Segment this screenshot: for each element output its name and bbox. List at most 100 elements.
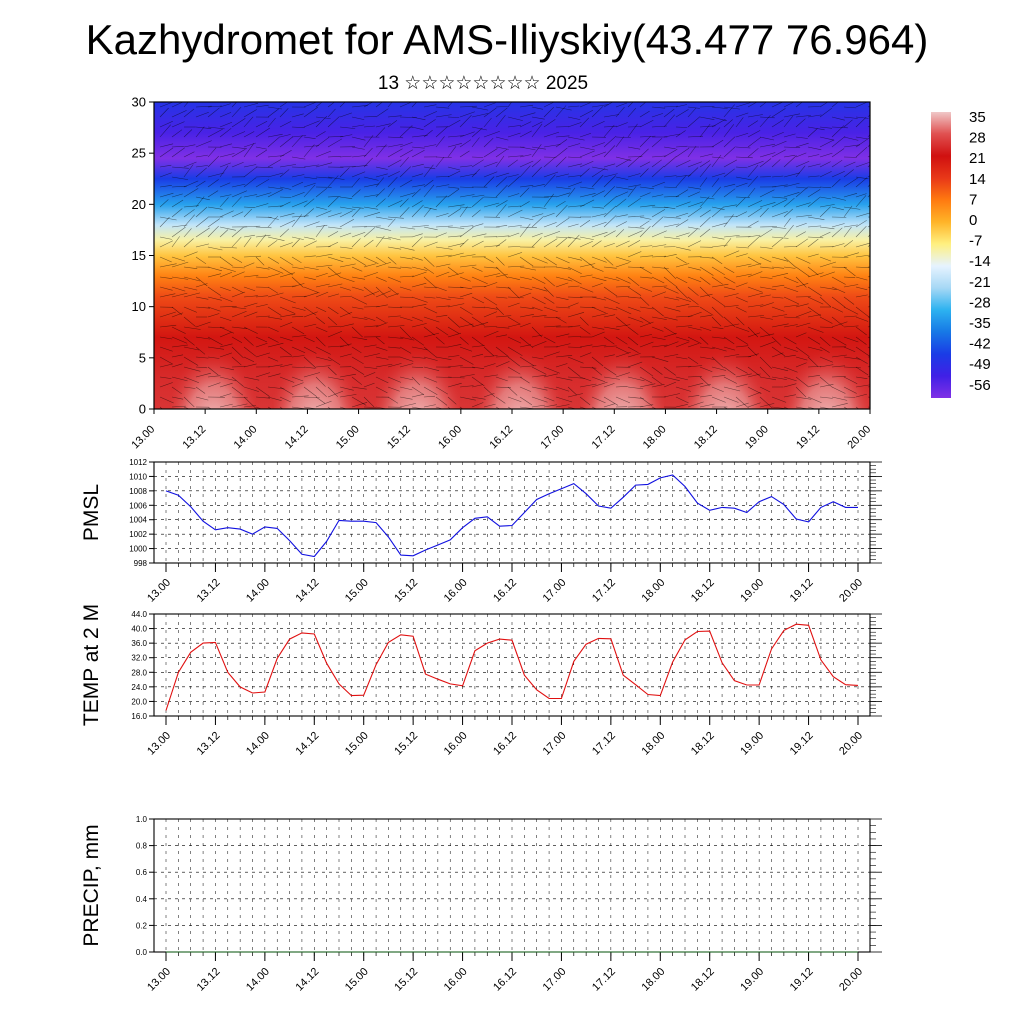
wind-barb [615,346,630,354]
wind-barb [327,386,338,397]
wind-barb [339,112,352,118]
wind-barb [615,158,631,168]
wind-barb [255,315,270,318]
wind-barb [351,124,365,128]
wind-barb [687,342,700,348]
wind-barb [315,264,333,268]
wind-barb [183,108,195,118]
wind-barb [807,356,819,367]
wind-barb [675,130,686,138]
wind-barb [435,271,450,278]
wind-barb [447,188,460,198]
wind-barb [567,366,581,377]
wind-barb [411,282,427,288]
wind-barb [627,185,637,198]
wind-barb [387,376,402,383]
wind-barb [171,193,183,198]
wind-barb [411,102,418,108]
wind-barb [291,156,306,160]
wind-barb [459,406,464,409]
wind-barb [675,366,692,368]
wind-barb [735,253,748,258]
wind-barb [447,116,460,118]
wind-barb [243,386,259,392]
wind-barb [327,266,341,278]
x-tick-label: 15.12 [392,730,420,758]
wind-barb [219,122,233,128]
wind-barb [219,256,233,267]
wind-barb [747,102,758,108]
wind-barb [411,356,426,359]
wind-barb [723,305,739,308]
wind-barb [771,184,788,188]
wind-barb [255,304,268,308]
wind-barb [411,116,426,121]
wind-barb [255,396,271,399]
wind-barb [759,302,774,308]
wind-barb [531,366,547,375]
wind-barb [291,316,304,318]
wind-barb [423,386,438,395]
wind-barb [231,286,244,294]
wind-barb [411,163,424,168]
wind-barb [315,102,323,108]
wind-barb [171,326,186,334]
wind-barb [255,352,270,358]
wind-barb [315,210,332,218]
wind-barb [591,406,598,409]
wind-barb [231,183,246,188]
wind-barb [543,193,554,208]
wind-barb [615,276,631,284]
wind-barb [615,229,625,238]
wind-barb [195,140,212,148]
wind-barb [351,346,362,354]
wind-barb [555,386,570,392]
wind-barb [219,165,229,178]
wind-barb [543,222,557,228]
wind-barb [507,174,519,178]
wind-barb [711,296,726,307]
wind-barb [159,124,171,138]
wind-barb [855,346,870,357]
wind-barb [303,386,317,397]
wind-barb [363,353,380,358]
wind-barb [291,135,307,138]
wind-barb [231,356,242,366]
wind-barb [483,266,499,269]
wind-barb [807,216,825,220]
wind-barb [447,146,457,158]
wind-barb [747,366,761,377]
wind-barb [723,276,736,284]
wind-barb [495,396,506,404]
wind-barb [507,366,521,375]
wind-barb [447,376,465,379]
wind-barb [543,306,558,313]
wind-barb [471,306,485,309]
wind-barb [675,404,688,408]
wind-barb [843,116,858,119]
wind-barb [855,366,869,376]
wind-barb [567,136,585,141]
wind-barb [507,246,521,248]
wind-barb [459,264,477,268]
wind-barb [831,396,848,401]
wind-barb [411,393,425,398]
wind-barb [591,104,609,108]
wind-barb [267,273,280,278]
wind-barb [711,172,726,178]
wind-barb [327,136,344,138]
wind-barb [423,241,438,248]
wind-barb [267,336,279,343]
wind-barb [675,286,688,299]
wind-barb [663,146,676,150]
wind-barb [387,218,396,228]
wind-barb [567,187,576,198]
wind-barb [759,294,771,298]
wind-barb [627,316,644,323]
wind-barb [843,161,856,168]
wind-barb [675,386,691,392]
wind-barb [615,214,628,218]
wind-barb [495,286,511,289]
wind-barb [519,314,534,318]
wind-barb [399,256,414,260]
